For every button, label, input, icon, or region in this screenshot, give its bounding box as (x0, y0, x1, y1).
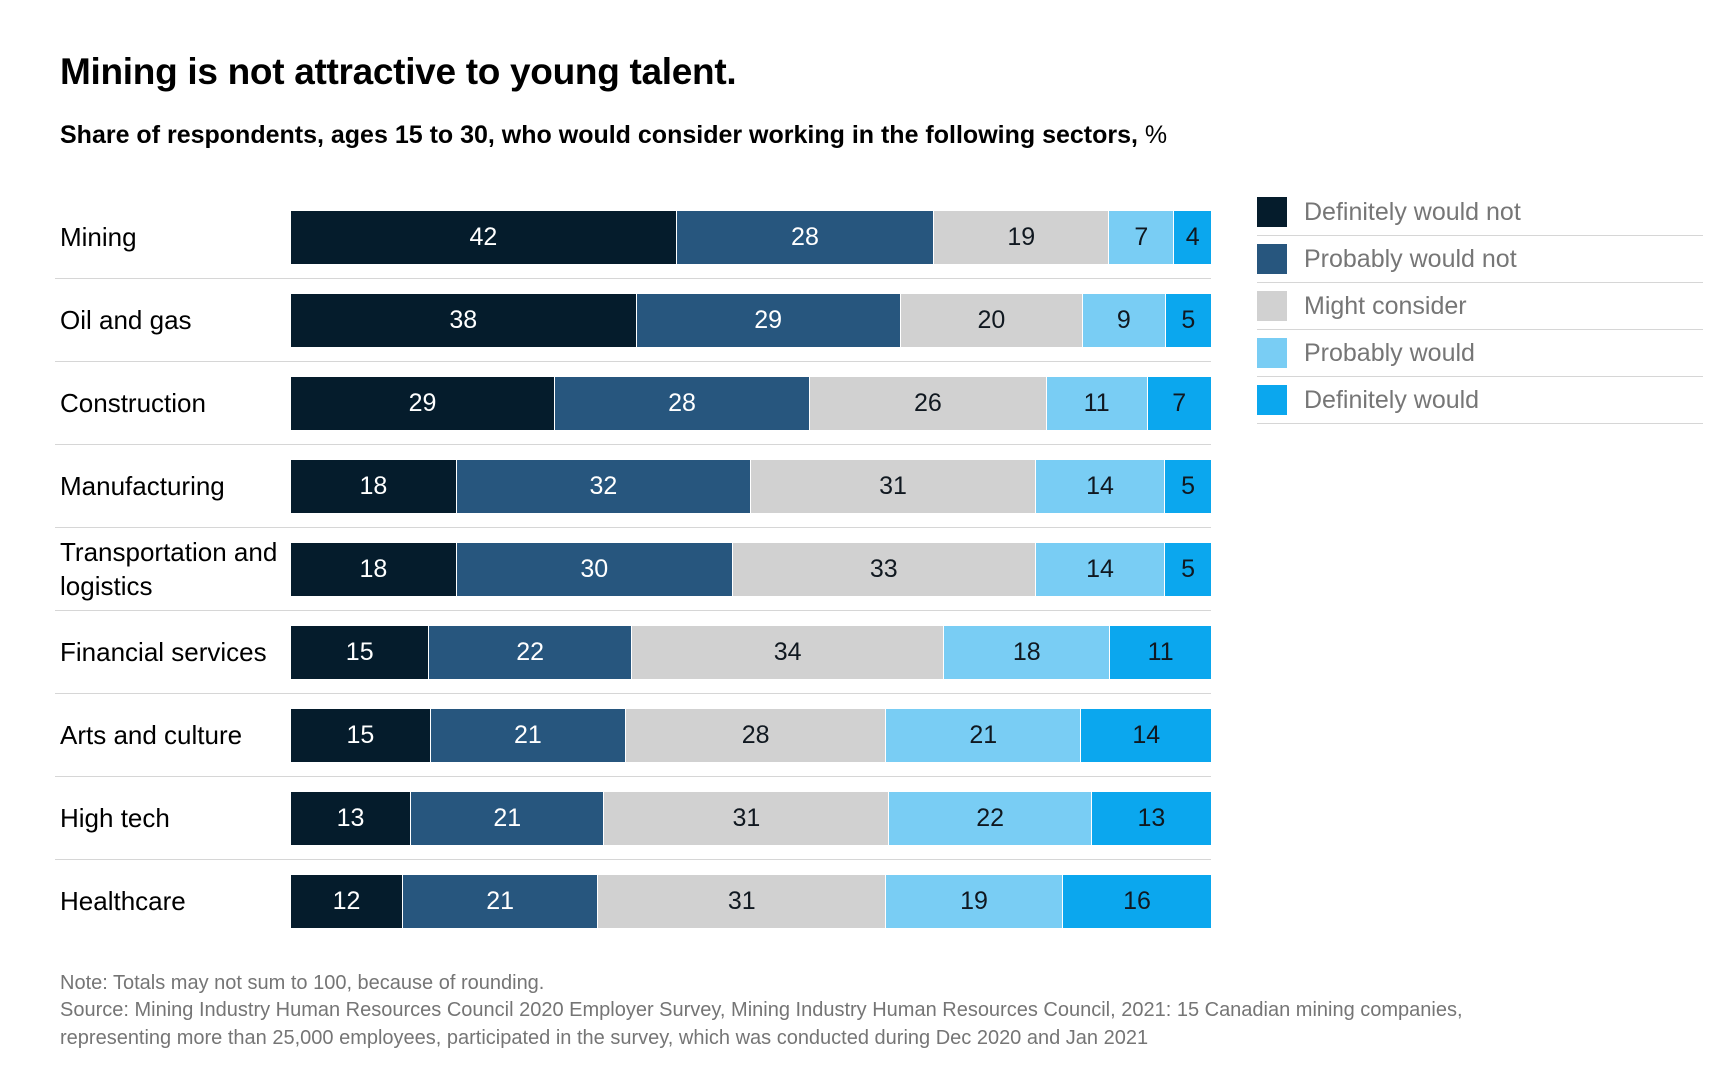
bar-segment: 14 (1035, 543, 1165, 596)
stacked-bar: 38 29 20 9 5 (291, 294, 1212, 347)
bar-segment: 31 (751, 460, 1035, 513)
legend-item: Definitely would not (1257, 189, 1703, 236)
chart-row: Manufacturing 18 32 31 14 5 (55, 445, 1211, 528)
bar-segment: 28 (555, 377, 809, 430)
bar-segment: 29 (636, 294, 900, 347)
bar-segment: 32 (456, 460, 750, 513)
row-label: High tech (60, 802, 170, 833)
legend-label: Probably would (1304, 338, 1475, 367)
legend: Definitely would not Probably would not Mi… (1257, 189, 1703, 424)
bar-segment: 21 (430, 709, 626, 762)
row-label: Transportation and logistics (60, 537, 278, 601)
row-label: Oil and gas (60, 304, 192, 335)
chart-subtitle: Share of respondents, ages 15 to 30, who… (60, 121, 1167, 150)
legend-label: Definitely would not (1304, 197, 1521, 226)
bar-segment: 21 (403, 875, 598, 928)
bar-segment: 22 (889, 792, 1091, 845)
chart-row: Financial services 15 22 34 18 11 (55, 611, 1211, 694)
bar-segment: 42 (291, 211, 676, 264)
row-label: Arts and culture (60, 719, 243, 750)
row-label: Construction (60, 387, 206, 418)
footnotes: Note: Totals may not sum to 100, because… (60, 970, 1505, 1052)
row-label: Mining (60, 221, 137, 252)
chart-row: Arts and culture 15 21 28 21 14 (55, 694, 1211, 777)
bar-segment: 9 (1083, 294, 1165, 347)
bar-segment: 15 (291, 709, 430, 762)
bar-segment: 19 (934, 211, 1109, 264)
legend-item: Definitely would (1257, 377, 1703, 424)
page-title: Mining is not attractive to young talent… (60, 50, 737, 92)
bar-segment: 13 (1091, 792, 1211, 845)
legend-label: Definitely would (1304, 385, 1480, 414)
legend-swatch-icon (1257, 197, 1287, 227)
bar-segment: 28 (676, 211, 934, 264)
row-label: Healthcare (60, 885, 186, 916)
bar-segment: 5 (1165, 460, 1211, 513)
bar-segment: 30 (456, 543, 732, 596)
bar-segment: 22 (429, 626, 631, 679)
legend-swatch-icon (1257, 385, 1287, 415)
stacked-bar: 12 21 31 19 16 (291, 875, 1211, 928)
bar-segment: 14 (1035, 460, 1165, 513)
stacked-bar: 15 22 34 18 11 (291, 626, 1211, 679)
bar-segment: 20 (900, 294, 1083, 347)
legend-label: Might consider (1304, 291, 1467, 320)
chart: Mining 42 28 19 7 4 Oil and gas 38 29 20 9 5 Constru… (55, 196, 1212, 943)
stacked-bar: 42 28 19 7 4 (291, 211, 1212, 264)
stacked-bar: 15 21 28 21 14 (291, 709, 1211, 762)
subtitle-unit: % (1144, 121, 1168, 149)
subtitle-text: Share of respondents, ages 15 to 30, who… (60, 121, 1138, 149)
stacked-bar: 29 28 26 11 7 (291, 377, 1211, 430)
bar-segment: 11 (1046, 377, 1147, 430)
bar-segment: 7 (1147, 377, 1211, 430)
bar-segment: 38 (291, 294, 636, 347)
chart-row: Oil and gas 38 29 20 9 5 (55, 279, 1212, 362)
stacked-bar: 18 30 33 14 5 (291, 543, 1211, 596)
legend-swatch-icon (1257, 244, 1287, 274)
chart-row: Construction 29 28 26 11 7 (55, 362, 1211, 445)
bar-segment: 13 (291, 792, 411, 845)
footnote-source: Source: Mining Industry Human Resources … (60, 999, 1463, 1049)
bar-segment: 34 (631, 626, 944, 679)
bar-segment: 18 (291, 460, 456, 513)
stacked-bar: 18 32 31 14 5 (291, 460, 1211, 513)
bar-segment: 26 (809, 377, 1046, 430)
bar-segment: 31 (598, 875, 886, 928)
bar-segment: 19 (886, 875, 1062, 928)
bar-segment: 11 (1110, 626, 1211, 679)
bar-segment: 18 (291, 543, 456, 596)
bar-segment: 29 (291, 377, 555, 430)
legend-label: Probably would not (1304, 244, 1517, 273)
bar-segment: 5 (1165, 294, 1212, 347)
bar-segment: 21 (886, 709, 1081, 762)
stacked-bar: 13 21 31 22 13 (291, 792, 1211, 845)
bar-segment: 16 (1062, 875, 1211, 928)
bar-segment: 33 (732, 543, 1035, 596)
bar-segment: 14 (1081, 709, 1211, 762)
legend-item: Might consider (1257, 283, 1703, 330)
bar-segment: 12 (291, 875, 403, 928)
bar-segment: 4 (1174, 211, 1212, 264)
bar-segment: 7 (1109, 211, 1174, 264)
bar-segment: 15 (291, 626, 429, 679)
chart-row: High tech 13 21 31 22 13 (55, 777, 1211, 860)
chart-row: Healthcare 12 21 31 19 16 (60, 860, 1211, 943)
chart-row: Mining 42 28 19 7 4 (55, 196, 1212, 279)
row-label: Manufacturing (60, 470, 225, 501)
legend-item: Probably would (1257, 330, 1703, 377)
bar-segment: 21 (411, 792, 604, 845)
row-label: Financial services (60, 636, 267, 667)
legend-item: Probably would not (1257, 236, 1703, 283)
bar-segment: 5 (1165, 543, 1211, 596)
bar-segment: 31 (604, 792, 889, 845)
legend-swatch-icon (1257, 338, 1287, 368)
bar-segment: 18 (944, 626, 1110, 679)
bar-segment: 28 (626, 709, 886, 762)
legend-swatch-icon (1257, 291, 1287, 321)
footnote-note: Note: Totals may not sum to 100, because… (60, 972, 545, 994)
chart-row: Transportation and logistics 18 30 33 14 5 (55, 528, 1211, 611)
